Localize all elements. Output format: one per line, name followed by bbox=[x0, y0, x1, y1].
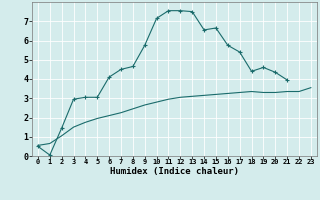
X-axis label: Humidex (Indice chaleur): Humidex (Indice chaleur) bbox=[110, 167, 239, 176]
